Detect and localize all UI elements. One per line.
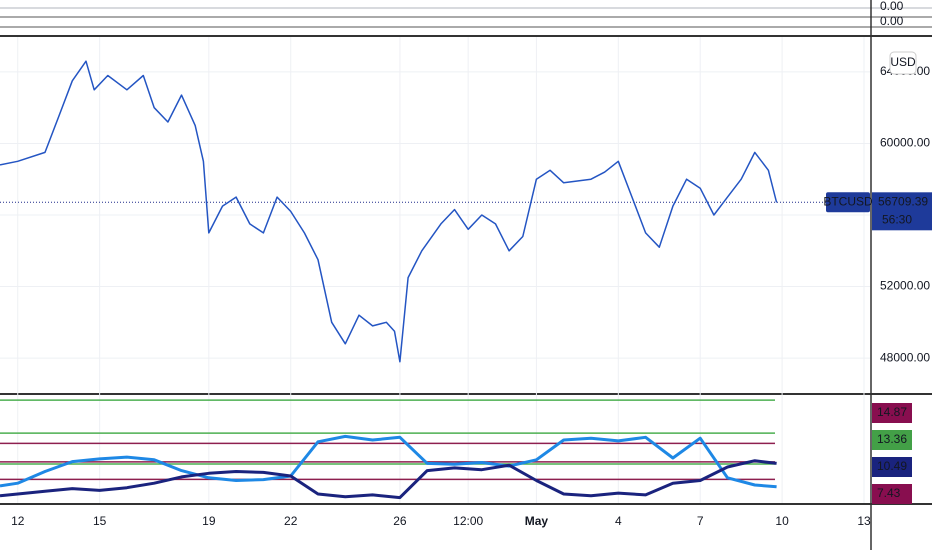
x-tick-label: 12:00 — [453, 514, 483, 528]
x-tick-label: May — [525, 514, 549, 528]
symbol-label: BTCUSD — [823, 194, 873, 208]
value-tag — [872, 457, 912, 477]
symbol-tag — [826, 192, 870, 213]
price-tag — [872, 192, 932, 231]
x-tick-label: 4 — [615, 514, 622, 528]
value-tag-label: 14.87 — [877, 405, 907, 419]
x-tick-label: 10 — [775, 514, 789, 528]
price-label: 56709.39 — [878, 194, 928, 208]
labels: 12 15 19 22 26 12:00 May 4 7 10 13 48000.00 52000.00… — [11, 51, 932, 528]
x-tick-label: 12 — [11, 514, 25, 528]
currency-label: USD — [890, 55, 916, 69]
x-tick-label: 13 — [857, 514, 871, 528]
series-line — [0, 459, 777, 500]
pane-value: 0.00 — [880, 0, 904, 13]
pane-value: 0.00 — [880, 14, 904, 28]
y-tick-label: 48000.00 — [880, 350, 930, 364]
value-tag — [872, 403, 912, 423]
currency-badge — [889, 51, 917, 75]
y-tick-label: 52000.00 — [880, 279, 930, 293]
series-line — [0, 434, 777, 489]
y-tick-label: 60000.00 — [880, 136, 930, 150]
countdown-label: 56:30 — [882, 212, 912, 226]
value-tag-label: 13.36 — [877, 432, 907, 446]
x-tick-label: 19 — [202, 514, 216, 528]
x-tick-label: 15 — [93, 514, 107, 528]
marks — [0, 60, 870, 500]
value-tag — [872, 430, 912, 450]
value-tag — [872, 484, 912, 504]
x-tick-label: 22 — [284, 514, 298, 528]
x-tick-label: 7 — [697, 514, 704, 528]
value-tag-label: 10.49 — [877, 459, 907, 473]
grid — [0, 37, 870, 503]
series-line — [0, 60, 778, 363]
x-tick-label: 26 — [393, 514, 407, 528]
value-tag-label: 7.43 — [877, 486, 901, 500]
